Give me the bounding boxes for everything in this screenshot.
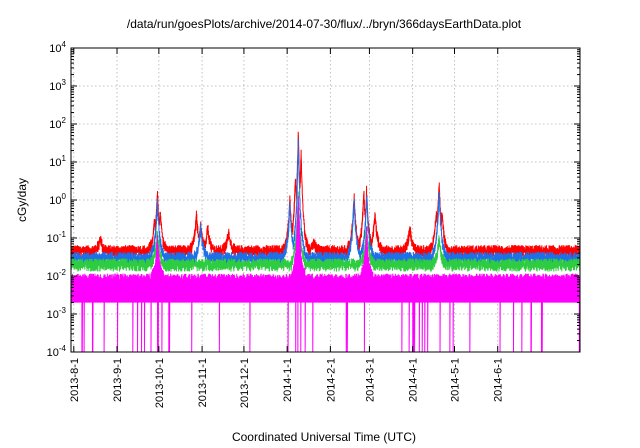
series-layer [70,131,581,353]
y-tick-label: 100 [49,192,66,207]
x-tick-labels: 2013-8-1 2013-9-1 2013-10-1 2013-11-1 2013-1… [69,358,505,408]
y-tick-label: 10-2 [47,268,67,283]
y-tick-label: 10-4 [47,344,67,359]
x-tick-label: 2013-8-1 [69,358,81,402]
chart-title: /data/run/goesPlots/archive/2014-07-30/f… [127,17,522,31]
x-tick-label: 2014-4-1 [408,358,420,402]
x-tick-label: 2014-6-1 [493,358,505,402]
y-axis-label: cGy/day [15,178,29,222]
y-tick-label: 104 [49,40,66,55]
ticks [71,47,580,353]
y-tick-label: 102 [49,116,66,131]
series-line [70,195,581,353]
x-tick-label: 2013-9-1 [112,358,124,402]
series-line [70,131,581,259]
x-tick-label: 2014-3-1 [364,358,376,402]
y-tick-label: 10-3 [47,306,67,321]
x-tick-label: 2013-12-1 [239,358,251,408]
x-axis-label: Coordinated Universal Time (UTC) [232,430,416,444]
grid [71,48,580,352]
y-tick-label: 10-1 [47,230,67,245]
y-tick-labels: 10-4 10-3 10-2 10-1 100 101 102 103 104 [47,40,67,359]
x-tick-label: 2014-1-1 [282,358,294,402]
series-line [70,191,581,272]
x-tick-label: 2014-5-1 [449,358,461,402]
x-tick-label: 2014-2-1 [325,358,337,402]
y-tick-label: 103 [49,78,66,93]
series-line [70,137,581,266]
x-tick-label: 2013-10-1 [154,358,166,408]
x-tick-label: 2013-11-1 [197,358,209,407]
y-tick-label: 101 [49,154,66,169]
